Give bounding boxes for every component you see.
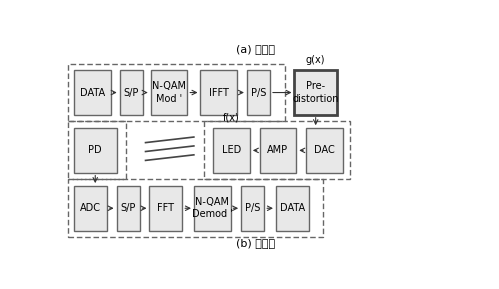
Text: f(x): f(x) xyxy=(223,113,240,123)
Text: P/S: P/S xyxy=(245,203,260,213)
Bar xyxy=(68,64,285,121)
Bar xyxy=(204,121,350,179)
Text: (a) 송신단: (a) 송신단 xyxy=(236,44,275,53)
Text: N-QAM
Demod ': N-QAM Demod ' xyxy=(192,197,233,219)
Text: g(x): g(x) xyxy=(306,55,325,65)
Bar xyxy=(306,128,343,173)
Text: AMP: AMP xyxy=(267,145,288,155)
Bar xyxy=(247,70,270,115)
Text: DAC: DAC xyxy=(314,145,335,155)
Bar xyxy=(74,70,111,115)
Text: ADC: ADC xyxy=(80,203,101,213)
Bar xyxy=(74,186,107,231)
Bar xyxy=(74,128,116,173)
Text: IFFT: IFFT xyxy=(209,88,229,98)
Bar xyxy=(241,186,264,231)
Text: LED: LED xyxy=(222,145,241,155)
Text: PD: PD xyxy=(88,145,102,155)
Text: Pre-
distortion: Pre- distortion xyxy=(292,81,339,104)
Text: P/S: P/S xyxy=(251,88,266,98)
Text: DATA: DATA xyxy=(80,88,105,98)
Text: DATA: DATA xyxy=(280,203,305,213)
Bar xyxy=(151,70,187,115)
Text: S/P: S/P xyxy=(120,203,136,213)
Bar xyxy=(120,70,143,115)
Bar xyxy=(201,70,237,115)
Bar xyxy=(294,70,337,115)
Text: FFT: FFT xyxy=(157,203,174,213)
Bar xyxy=(149,186,182,231)
Text: S/P: S/P xyxy=(124,88,139,98)
Bar xyxy=(116,186,140,231)
Text: (b) 수신단: (b) 수신단 xyxy=(236,238,275,248)
Text: N-QAM
Mod ': N-QAM Mod ' xyxy=(152,81,186,104)
Bar xyxy=(68,179,323,237)
Bar xyxy=(194,186,231,231)
Bar xyxy=(68,121,126,179)
Bar xyxy=(213,128,250,173)
Bar xyxy=(276,186,309,231)
Bar xyxy=(259,128,296,173)
